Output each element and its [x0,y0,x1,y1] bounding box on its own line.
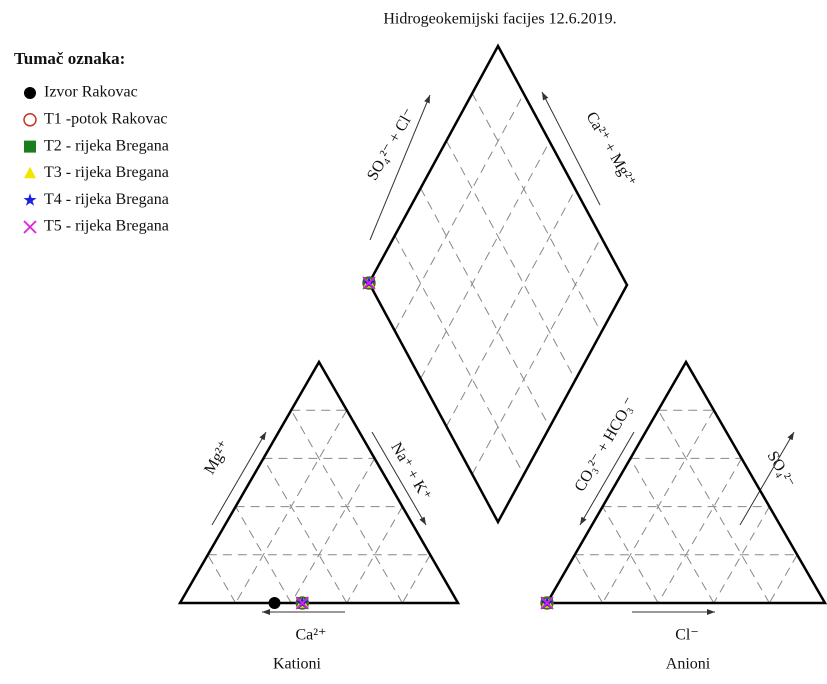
marker [24,87,36,99]
chart-title: Hidrogeokemijski facijes 12.6.2019. [383,11,616,28]
axis-arrow [739,431,795,526]
grid-line [713,506,770,604]
grid-line [629,458,715,604]
grid-line [420,187,551,428]
axis-label: Anioni [666,656,711,673]
grid-line [657,458,743,604]
axis-label: Mg²⁺ [201,438,233,477]
marker [23,193,37,206]
axis-arrow [579,431,635,526]
axis-label: Kationi [273,656,322,673]
axis-arrow [211,431,267,526]
grid-line [471,236,602,475]
marker [24,166,36,179]
grid-line [445,140,576,381]
marker [540,596,554,610]
grid-line [401,554,431,604]
legend-label: T2 - rijeka Bregana [44,137,169,154]
axis-arrow [541,91,601,206]
grid-line [394,93,525,332]
grid-line [262,458,348,604]
axis-label: CO₃²⁻ + HCO₃⁻ [571,394,639,494]
axis-arrow [371,431,427,526]
diamond-frame [367,43,629,525]
grid-line [235,506,292,604]
axis-label: Ca²⁺ [295,627,326,644]
grid-line [768,554,798,604]
grid-line [445,189,576,427]
grid-line [420,141,551,379]
grid-line [394,235,525,475]
grid-line [602,506,659,604]
legend-label: T3 - rijeka Bregana [44,164,169,181]
axis-label: Cl⁻ [675,627,699,644]
marker [295,596,309,610]
marker [23,113,37,127]
legend-title: Tumač oznaka: [14,49,125,68]
marker [268,597,281,609]
axis-label: SO₄²⁻ + Cl⁻ [364,106,419,184]
marker [24,140,36,153]
axis-arrow [369,94,431,241]
grid-line [346,506,403,604]
grid-line [574,554,604,604]
marker [23,220,37,234]
legend-label: T4 - rijeka Bregana [44,191,169,208]
grid-line [207,554,237,604]
marker [362,276,376,290]
axis-label: Ca²⁺ + Mg²⁺ [582,109,638,190]
triangle-frame [544,359,827,605]
legend-label: Izvor Rakovac [44,84,138,101]
legend-label: T1 -potok Rakovac [44,110,168,127]
triangle-frame [177,359,461,605]
grid-line [471,93,602,333]
grid-line [290,458,376,604]
legend-label: T5 - rijeka Bregana [44,218,169,235]
